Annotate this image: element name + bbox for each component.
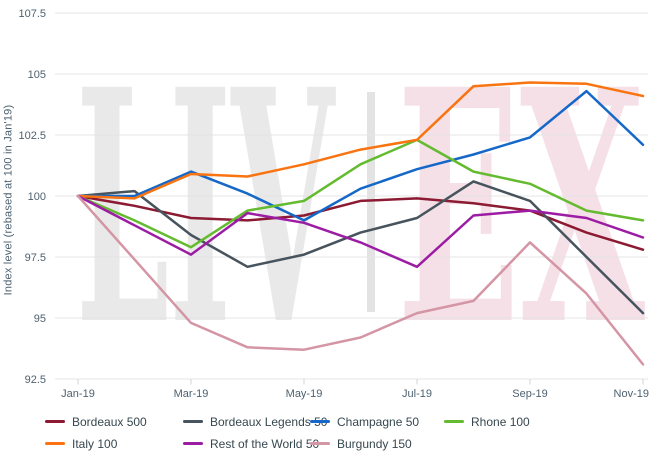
series-line-bordeaux-legends-50 bbox=[76, 180, 645, 315]
legend-item-burgundy-150: Burgundy 150 bbox=[310, 436, 444, 451]
y-axis-title: Index level (rebased at 100 in Jan'19) bbox=[0, 0, 17, 400]
series-line-champagne-50 bbox=[76, 89, 645, 222]
x-tick-label: Jul-19 bbox=[402, 388, 432, 400]
legend-item-rest-of-the-world-50: Rest of the World 50 bbox=[183, 436, 319, 451]
legend-marker bbox=[310, 420, 330, 423]
livex-watermark: LIV EX bbox=[76, 21, 646, 396]
y-tick-label: 102.5 bbox=[18, 130, 46, 142]
legend-label: Rhone 100 bbox=[471, 414, 530, 429]
x-tick-label: Jan-19 bbox=[61, 388, 95, 400]
legend-label: Bordeaux 500 bbox=[72, 414, 147, 429]
x-tick-label: Nov-19 bbox=[614, 388, 649, 400]
x-tick-label: Mar-19 bbox=[174, 388, 209, 400]
legend-label: Burgundy 150 bbox=[337, 436, 412, 451]
legend-marker bbox=[444, 420, 464, 423]
legend-item-rhone-100: Rhone 100 bbox=[444, 414, 650, 429]
y-tick-label: 100 bbox=[28, 191, 46, 203]
x-tick-label: Sep-19 bbox=[512, 388, 547, 400]
chart-legend: Bordeaux 500 Bordeaux Legends 50 Champagne… bbox=[0, 414, 650, 451]
y-tick-label: 97.5 bbox=[25, 252, 46, 264]
legend-item-champagne-50: Champagne 50 bbox=[310, 414, 444, 429]
y-tick-label: 107.5 bbox=[18, 8, 46, 20]
y-tick-label: 95 bbox=[34, 313, 46, 325]
legend-marker bbox=[45, 420, 65, 423]
legend-label: Italy 100 bbox=[72, 436, 118, 451]
series-line-rhone-100 bbox=[76, 138, 645, 249]
legend-marker bbox=[183, 420, 203, 423]
series-lines bbox=[76, 81, 645, 366]
y-tick-label: 105 bbox=[28, 69, 46, 81]
watermark-divider-bar bbox=[367, 92, 375, 312]
series-line-italy-100 bbox=[76, 81, 645, 200]
gridlines bbox=[55, 12, 648, 380]
legend-marker bbox=[310, 442, 330, 445]
series-line-rest-of-the-world-50 bbox=[76, 194, 645, 269]
chart-canvas: LIV EX 107.5 105 102.5 100 97.5 95 92.5 Jan-19 Mar… bbox=[18, 8, 649, 400]
series-line-burgundy-150 bbox=[76, 194, 645, 366]
y-tick-label: 92.5 bbox=[25, 374, 46, 386]
legend-item-italy-100: Italy 100 bbox=[45, 436, 183, 451]
legend-item-bordeaux-legends-50: Bordeaux Legends 50 bbox=[183, 414, 327, 429]
legend-item-bordeaux-500: Bordeaux 500 bbox=[45, 414, 183, 429]
index-line-chart: LIV EX 107.5 105 102.5 100 97.5 95 92.5 Jan-19 Mar… bbox=[0, 0, 649, 400]
x-tick-label: May-19 bbox=[286, 388, 323, 400]
x-axis: Jan-19 Mar-19 May-19 Jul-19 Sep-19 Nov-19 bbox=[61, 379, 649, 400]
legend-label: Champagne 50 bbox=[337, 414, 420, 429]
y-axis-title-text: Index level (rebased at 100 in Jan'19) bbox=[2, 104, 14, 296]
watermark-liv-text: LIV bbox=[76, 21, 337, 396]
legend-label: Bordeaux Legends 50 bbox=[210, 414, 328, 429]
y-axis-labels: 107.5 105 102.5 100 97.5 95 92.5 bbox=[18, 8, 46, 386]
legend-marker bbox=[183, 442, 203, 445]
legend-marker bbox=[45, 442, 65, 445]
legend-label: Rest of the World 50 bbox=[210, 436, 320, 451]
